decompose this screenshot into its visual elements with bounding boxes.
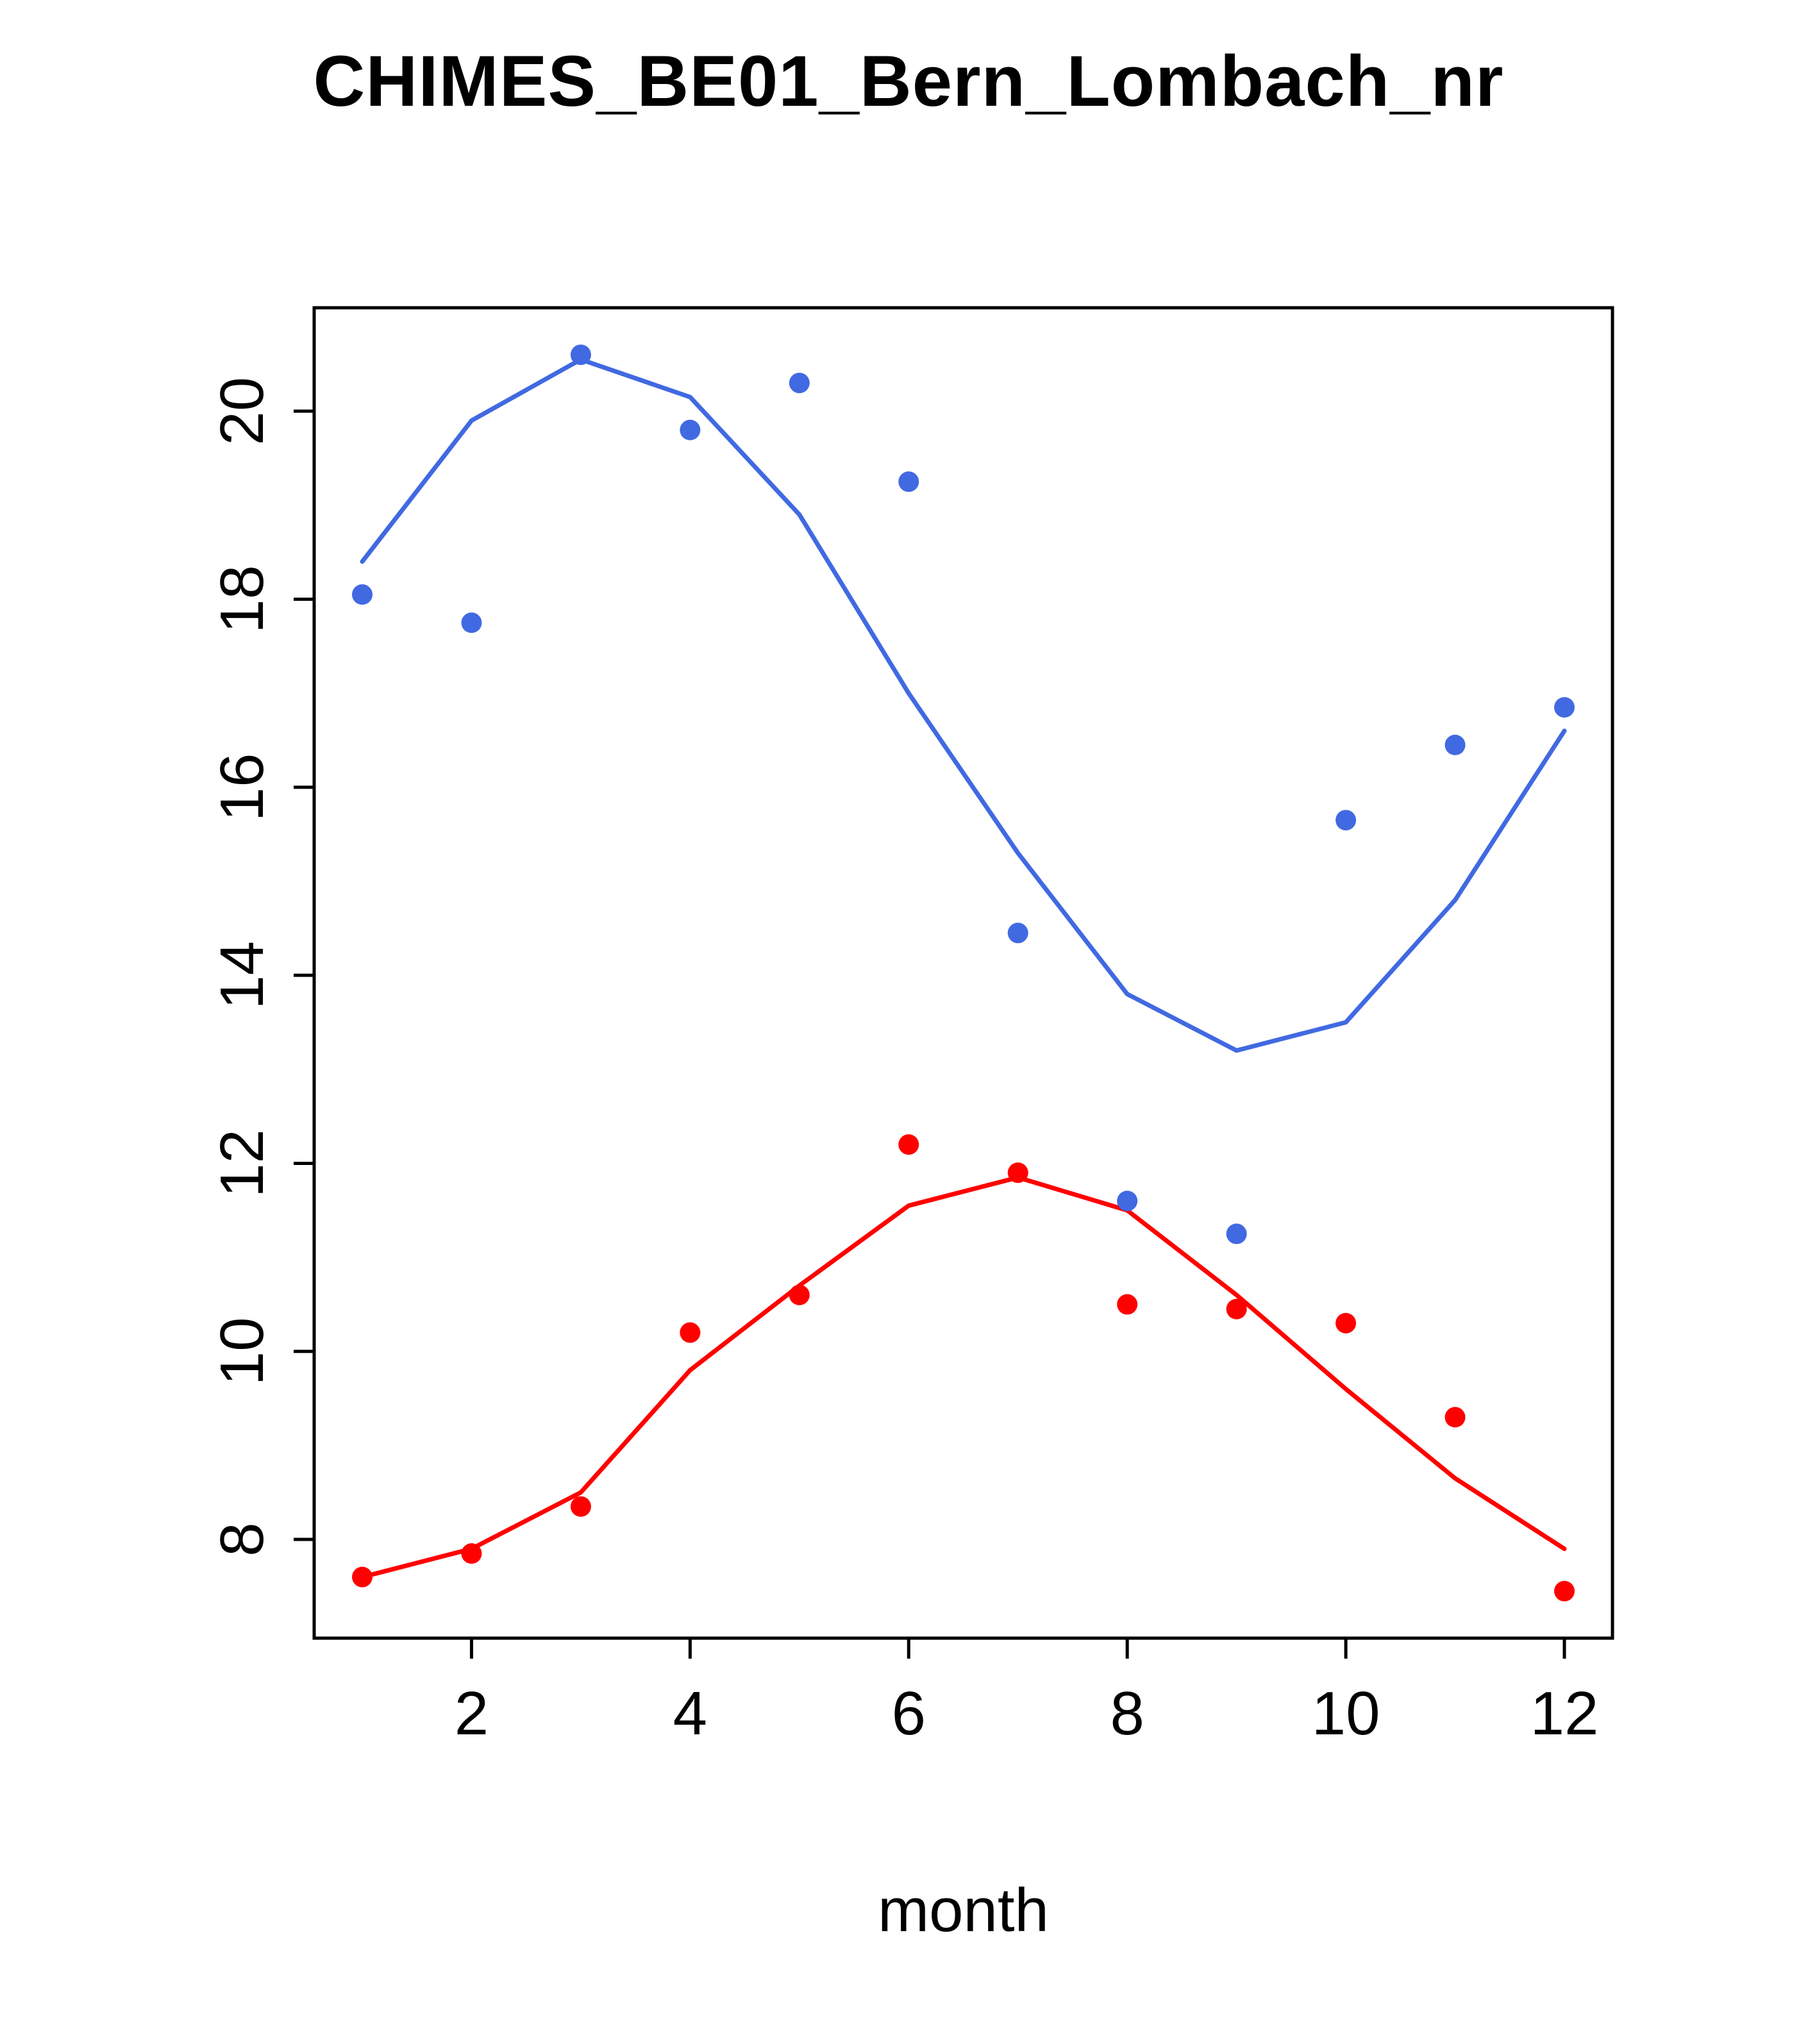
series-line-lower-fit-line <box>360 1175 1567 1580</box>
data-point-upper-points <box>1336 810 1357 831</box>
series-line-upper-fit-line <box>360 357 1567 1053</box>
x-tick-label: 6 <box>892 1679 926 1748</box>
data-point-lower-points <box>461 1543 482 1564</box>
x-axis-label: month <box>878 1876 1049 1945</box>
data-point-upper-points <box>1007 923 1028 944</box>
y-tick-label: 8 <box>208 1522 276 1556</box>
data-point-upper-points <box>898 471 919 492</box>
data-point-lower-points <box>1444 1407 1466 1428</box>
y-tick-label: 12 <box>208 1129 276 1198</box>
y-tick-label: 20 <box>208 377 276 446</box>
x-tick-label: 4 <box>673 1679 707 1748</box>
data-point-upper-points <box>1117 1191 1138 1212</box>
data-point-upper-points <box>1444 734 1466 755</box>
y-tick-label: 16 <box>208 753 276 821</box>
data-point-lower-points <box>1336 1312 1357 1334</box>
y-tick-label: 18 <box>208 565 276 633</box>
chart-title: CHIMES_BE01_Bern_Lombach_nr <box>313 41 1504 121</box>
data-point-lower-points <box>1226 1298 1247 1319</box>
data-point-lower-points <box>570 1496 591 1517</box>
x-tick-label: 2 <box>455 1679 489 1748</box>
x-tick-label: 10 <box>1312 1679 1380 1748</box>
y-tick-label: 10 <box>208 1317 276 1386</box>
data-point-lower-points <box>1554 1580 1575 1602</box>
data-point-upper-points <box>680 419 701 440</box>
y-tick-label: 14 <box>208 941 276 1010</box>
data-point-upper-points <box>461 612 482 633</box>
data-point-upper-points <box>1554 697 1575 718</box>
plot-border <box>312 306 1614 1640</box>
data-point-lower-points <box>680 1322 701 1343</box>
data-point-upper-points <box>570 344 591 365</box>
data-point-lower-points <box>1117 1294 1138 1315</box>
data-point-upper-points <box>352 584 373 605</box>
data-point-lower-points <box>1007 1162 1028 1184</box>
x-tick-label: 12 <box>1530 1679 1599 1748</box>
x-tick-label: 8 <box>1110 1679 1144 1748</box>
data-point-upper-points <box>789 373 810 394</box>
data-point-upper-points <box>1226 1223 1247 1244</box>
data-point-lower-points <box>898 1134 919 1155</box>
data-point-lower-points <box>789 1284 810 1305</box>
data-point-lower-points <box>352 1566 373 1587</box>
